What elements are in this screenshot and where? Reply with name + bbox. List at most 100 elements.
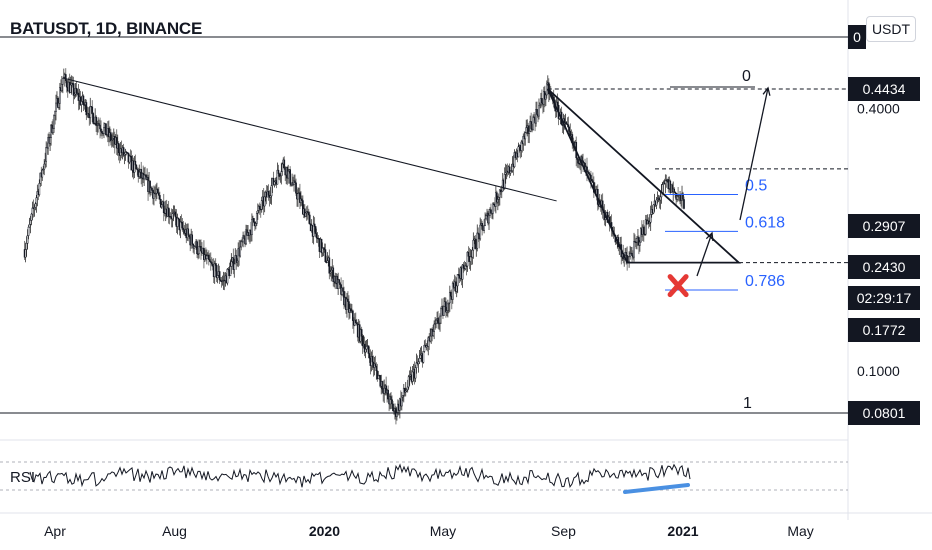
candle: [485, 215, 487, 220]
price-label-text: 0.2907: [863, 218, 906, 234]
candle: [233, 263, 236, 270]
candle: [432, 331, 435, 337]
candle: [239, 246, 242, 257]
candle: [25, 243, 28, 250]
candle: [649, 214, 652, 223]
candle: [253, 218, 255, 223]
candle: [443, 306, 445, 316]
candle: [230, 261, 233, 267]
candle: [270, 185, 273, 197]
candle: [307, 212, 310, 216]
price-label-box: [848, 255, 920, 279]
candle: [226, 268, 229, 284]
candle: [490, 209, 492, 214]
candle: [200, 245, 202, 252]
rsi-line: [29, 463, 691, 489]
candle: [251, 219, 253, 236]
candle: [191, 234, 194, 245]
candle: [500, 190, 503, 193]
candle: [29, 220, 32, 225]
candle: [59, 87, 61, 104]
candle: [435, 319, 437, 324]
candle: [567, 124, 570, 128]
candle: [659, 196, 662, 201]
candle: [301, 198, 303, 201]
candle: [541, 98, 543, 104]
candle: [187, 228, 190, 236]
candle: [157, 189, 159, 194]
price-label-box: [848, 286, 920, 310]
candle: [368, 353, 371, 359]
candle: [85, 102, 88, 116]
x-tick-label: 2021: [667, 523, 698, 539]
currency-button[interactable]: USDT: [866, 16, 916, 42]
candle: [532, 116, 534, 131]
candle: [216, 275, 219, 279]
candle: [273, 181, 276, 185]
candle: [467, 251, 470, 257]
candle: [35, 197, 38, 204]
fib-level-label: 0: [742, 68, 751, 85]
candle: [134, 160, 137, 166]
candle: [655, 199, 658, 206]
candle: [351, 310, 354, 321]
candle: [590, 174, 592, 180]
price-label-text: 0.0801: [863, 405, 906, 421]
candle: [418, 358, 421, 363]
candle: [294, 180, 296, 184]
candle: [538, 105, 540, 117]
candle: [287, 170, 290, 179]
candle: [158, 192, 160, 196]
candle: [64, 74, 67, 81]
candle: [417, 361, 420, 365]
candle: [198, 246, 200, 255]
candle: [497, 197, 500, 200]
candle: [208, 259, 211, 262]
candle: [214, 263, 217, 266]
candle: [49, 137, 51, 144]
y-tick-label: 0.4000: [857, 101, 900, 117]
x-tick-label: Apr: [44, 523, 66, 539]
candle: [629, 253, 631, 258]
candle: [72, 83, 75, 96]
candle: [258, 206, 261, 210]
price-label-text: 02:29:17: [857, 290, 912, 306]
breakout-arrow: [696, 232, 713, 277]
candle: [354, 319, 357, 323]
candle: [414, 367, 417, 379]
candle: [326, 260, 329, 263]
candle: [390, 396, 392, 400]
candle: [674, 191, 677, 194]
candle: [105, 123, 107, 136]
candle: [360, 329, 363, 337]
candle: [474, 238, 477, 249]
triangle-pattern: [546, 88, 742, 264]
candle: [439, 315, 441, 324]
candle: [530, 121, 532, 129]
candle: [160, 204, 163, 208]
chart-title: BATUSDT, 1D, BINANCE: [10, 19, 203, 38]
candle: [342, 287, 344, 292]
candle: [592, 180, 594, 183]
candle: [483, 225, 485, 231]
candle: [387, 389, 389, 400]
candle: [304, 212, 307, 217]
fib-level-label: 0.618: [745, 214, 785, 231]
candle: [54, 111, 56, 116]
fib-level-label: 0.786: [745, 273, 785, 290]
candle: [364, 348, 367, 353]
candle: [517, 146, 520, 158]
candle: [581, 156, 583, 162]
candle: [229, 266, 232, 277]
candle: [429, 335, 432, 342]
candle: [295, 182, 297, 194]
candle: [162, 201, 165, 214]
candle: [30, 213, 33, 221]
candle: [122, 147, 125, 156]
candle: [26, 235, 29, 244]
candle: [449, 292, 452, 297]
candle: [568, 126, 571, 132]
candle: [218, 271, 221, 281]
rsi-divergence-line: [623, 483, 690, 494]
